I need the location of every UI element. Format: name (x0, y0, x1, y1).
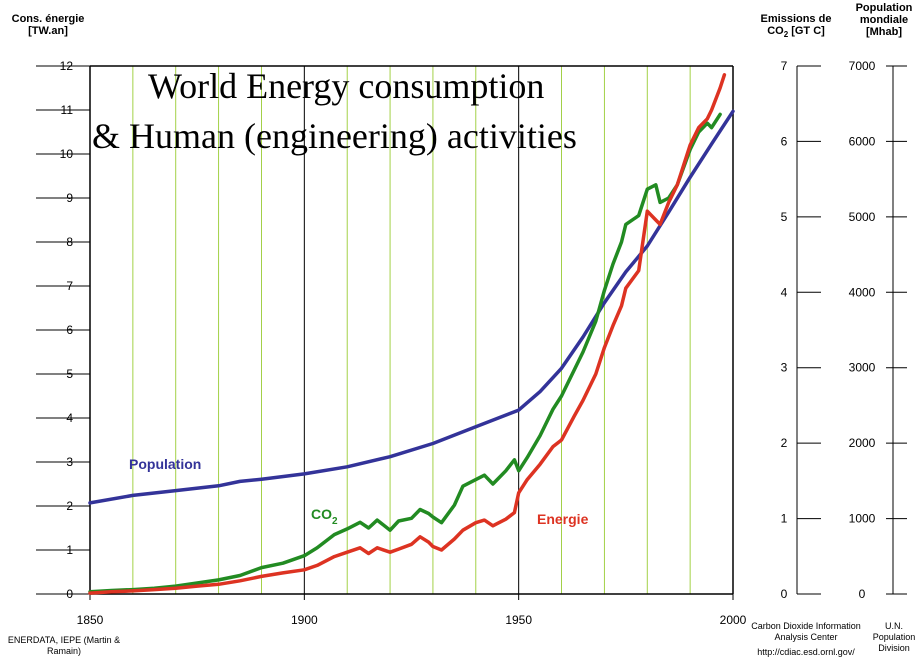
series-layer (88, 73, 735, 595)
energy-axis-label-line2: [TW.an] (28, 25, 68, 37)
pop-axis-tick-label: 0 (859, 587, 866, 601)
source-enerdata: ENERDATA, IEPE (Martin & Ramain) (0, 635, 128, 657)
grid-layer (132, 66, 691, 594)
co2-axis-tick-label: 1 (781, 512, 788, 526)
pop-axis-tick-label: 4000 (849, 285, 876, 299)
source-un-line2: Population (872, 632, 916, 642)
chart-subtitle: & Human (engineering) activities (92, 116, 577, 156)
energy-axis-tick-label: 11 (61, 103, 74, 117)
source-cdiac-line2: Analysis Center (774, 632, 838, 642)
source-cdiac: Carbon Dioxide Information Analysis Cent… (744, 621, 868, 658)
energy-axis-tick-label: 4 (66, 411, 73, 425)
source-cdiac-line1: Carbon Dioxide Information (751, 621, 861, 631)
population-series-label: Population (129, 456, 201, 472)
x-axis-tick-label: 1900 (291, 613, 318, 627)
energy-axis-header: Cons. énergie [TW.an] (8, 13, 88, 37)
pop-axis-tick-label: 1000 (849, 512, 876, 526)
pop-axis-label-line2: mondiale (859, 14, 909, 26)
source-enerdata-line1: ENERDATA, IEPE (Martin & (7, 635, 121, 645)
energy-axis-tick-label: 7 (66, 279, 73, 293)
pop-axis-label-line3: [Mhab] (865, 26, 903, 38)
co2-axis-label-line1: Emissions de (760, 13, 832, 25)
x-axis-tick-label: 1950 (505, 613, 532, 627)
energy-axis-tick-label: 8 (66, 235, 73, 249)
co2-axis-tick-label: 0 (781, 587, 788, 601)
series-line-co (88, 112, 722, 594)
energy-axis-tick-label: 6 (66, 323, 73, 337)
source-un-line1: U.N. (885, 621, 903, 631)
co2-axis-tick-label: 6 (781, 134, 788, 148)
energy-axis-tick-label: 12 (60, 59, 74, 73)
pop-axis-tick-label: 2000 (849, 436, 876, 450)
series-line-energie (88, 73, 727, 595)
source-un: U.N. Population Division (868, 621, 920, 654)
co2-axis-header: Emissions de CO2 [GT C] (750, 13, 842, 41)
pop-axis-tick-label: 6000 (849, 134, 876, 148)
source-enerdata-line2: Ramain) (46, 646, 81, 656)
pop-axis-tick-label: 7000 (849, 59, 876, 73)
energy-axis-tick-label: 1 (66, 543, 73, 557)
chart-title: World Energy consumption (148, 66, 544, 106)
energy-axis-tick-label: 3 (66, 455, 73, 469)
energy-axis-tick-label: 9 (66, 191, 73, 205)
energy-axis-label-line1: Cons. énergie (11, 13, 85, 25)
series-line-population (88, 109, 735, 505)
energy-axis-tick-label: 5 (66, 367, 73, 381)
energy-axis-tick-label: 10 (60, 147, 74, 161)
x-axis-tick-label: 1850 (77, 613, 104, 627)
energy-axis-tick-label: 0 (66, 587, 73, 601)
co2-series-label: CO2 (311, 506, 338, 527)
x-axis-tick-label: 2000 (720, 613, 747, 627)
co2-axis-label-line2: CO2 [GT C] (767, 25, 825, 40)
co2-axis-tick-label: 3 (781, 361, 788, 375)
co2-axis-tick-label: 7 (781, 59, 788, 73)
co2-axis-tick-label: 2 (781, 436, 788, 450)
source-un-line3: Division (878, 643, 910, 653)
pop-axis-label-line1: Population (855, 2, 913, 14)
co2-axis-tick-label: 4 (781, 285, 788, 299)
source-cdiac-line3: http://cdiac.esd.ornl.gov/ (757, 647, 855, 657)
co2-axis-tick-label: 5 (781, 210, 788, 224)
pop-axis-header: Population mondiale [Mhab] (846, 2, 922, 38)
pop-axis-tick-label: 5000 (849, 210, 876, 224)
pop-axis-tick-label: 3000 (849, 361, 876, 375)
energie-series-label: Energie (537, 511, 589, 527)
energy-axis-tick-label: 2 (66, 499, 73, 513)
